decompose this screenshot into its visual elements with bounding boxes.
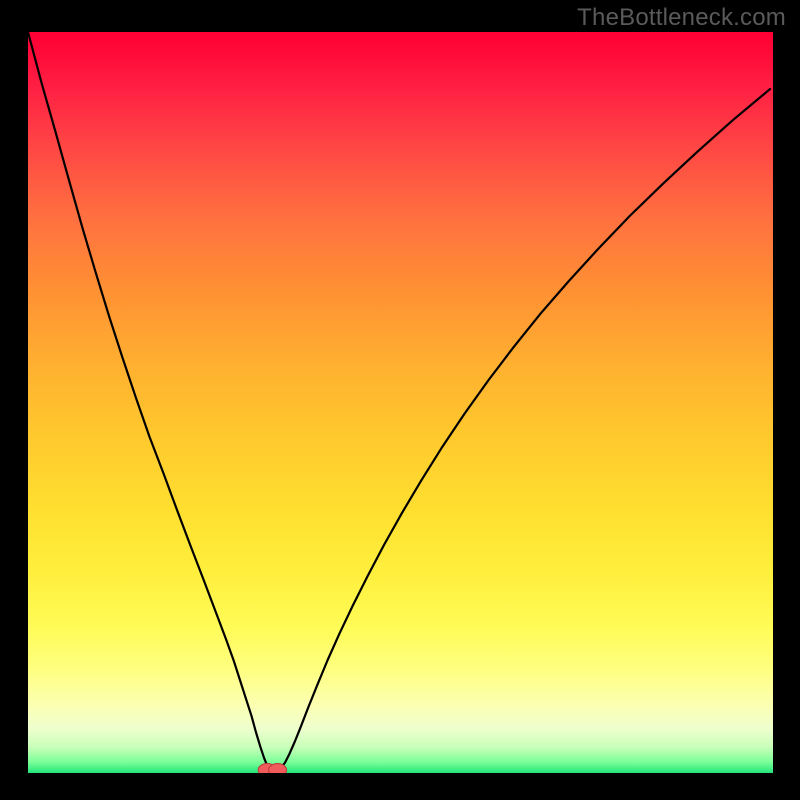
watermark-text: TheBottleneck.com xyxy=(577,4,786,32)
plot-area xyxy=(28,32,773,773)
bottleneck-curve-chart xyxy=(28,32,773,773)
gradient-background xyxy=(28,32,773,773)
chart-container: { "watermark": { "text": "TheBottleneck.… xyxy=(0,0,800,800)
optimum-marker-1 xyxy=(269,764,287,773)
